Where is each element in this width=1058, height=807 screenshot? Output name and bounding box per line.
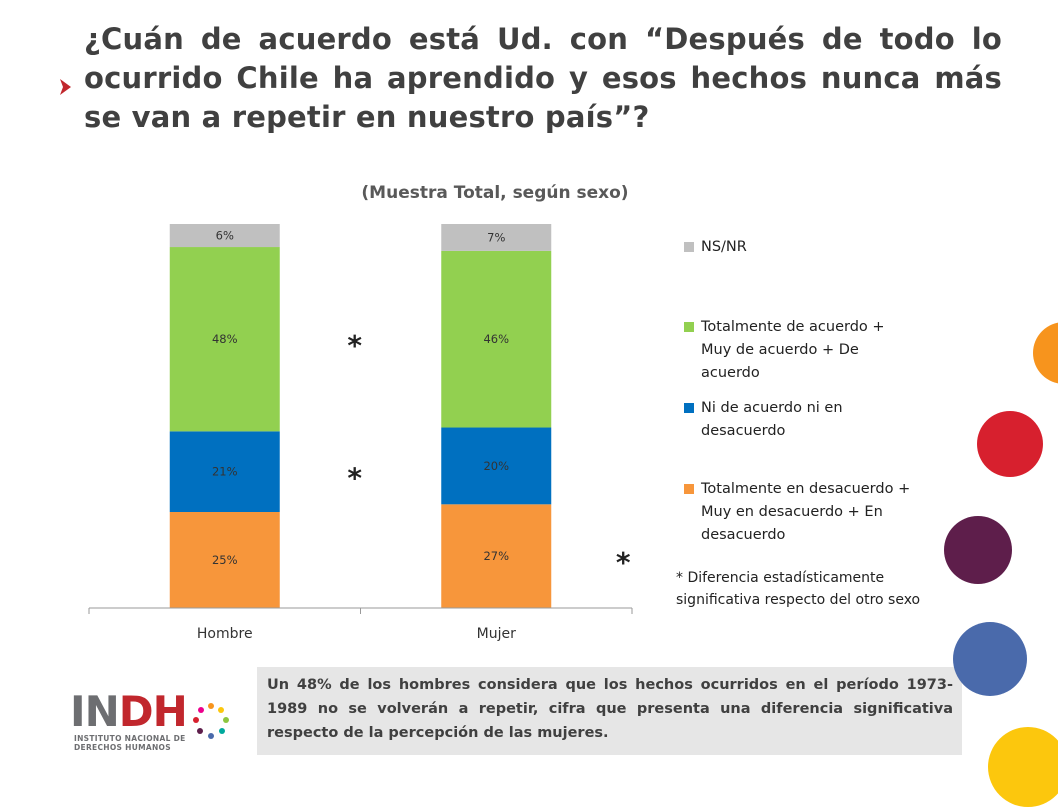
decorative-purple-circle bbox=[944, 516, 1012, 584]
data-label: 27% bbox=[483, 549, 509, 563]
data-label: 20% bbox=[483, 459, 509, 473]
legend-label-line: acuerdo bbox=[701, 365, 760, 381]
indh-logo: INDH INSTITUTO NACIONAL DE DERECHOS HUMA… bbox=[70, 690, 230, 760]
bar-segment-hombre-1 bbox=[169, 431, 280, 512]
summary-box: Un 48% de los hombres considera que los … bbox=[257, 667, 962, 755]
data-label: 21% bbox=[212, 465, 238, 479]
legend-label-acuerdo: Totalmente de acuerdo + Muy de acuerdo +… bbox=[701, 316, 931, 385]
legend-swatch-ni bbox=[684, 403, 694, 413]
significance-star: * bbox=[616, 546, 631, 579]
decorative-blue-circle bbox=[953, 622, 1027, 696]
footnote-line: significativa respecto del otro sexo bbox=[676, 592, 921, 608]
logo-wordmark: INDH bbox=[70, 687, 188, 736]
chart-title: (Muestra Total, según sexo) bbox=[361, 183, 629, 203]
footnote-line: * Diferencia estadísticamente bbox=[676, 570, 885, 586]
page-title: ¿Cuán de acuerdo está Ud. con “Después d… bbox=[84, 22, 1002, 134]
bar-segment-mujer-1 bbox=[441, 427, 552, 505]
x-tick-label: Hombre bbox=[197, 626, 253, 642]
bar-segment-hombre-3 bbox=[169, 224, 280, 248]
legend-swatch-nsnr bbox=[684, 242, 694, 252]
data-label: 48% bbox=[212, 332, 238, 346]
legend-label-nsnr: NS/NR bbox=[701, 236, 931, 259]
legend-label-ni: Ni de acuerdo ni en desacuerdo bbox=[701, 397, 931, 443]
legend-label-line: Muy de acuerdo + De bbox=[701, 342, 859, 358]
legend-label-line: Totalmente en desacuerdo + bbox=[701, 481, 911, 497]
logo-dots-icon bbox=[193, 703, 229, 739]
logo-subtitle: INSTITUTO NACIONAL DE DERECHOS HUMANOS bbox=[74, 734, 186, 752]
legend-label-line: NS/NR bbox=[701, 239, 747, 255]
legend-swatch-acuerdo bbox=[684, 322, 694, 332]
significance-footnote: * Diferencia estadísticamente significat… bbox=[676, 567, 946, 611]
significance-star: * bbox=[347, 462, 362, 495]
bar-segment-hombre-2 bbox=[169, 247, 280, 432]
data-label: 7% bbox=[487, 230, 505, 244]
bar-segment-mujer-3 bbox=[441, 224, 552, 251]
legend-label-line: Totalmente de acuerdo + bbox=[701, 319, 885, 335]
data-label: 25% bbox=[212, 553, 238, 567]
legend-swatch-desacuerdo bbox=[684, 484, 694, 494]
legend-label-desacuerdo: Totalmente en desacuerdo + Muy en desacu… bbox=[701, 478, 931, 547]
x-tick-label: Mujer bbox=[477, 626, 516, 642]
data-label: 6% bbox=[216, 229, 234, 243]
decorative-red-circle bbox=[977, 411, 1043, 477]
legend-label-line: desacuerdo bbox=[701, 423, 786, 439]
bar-segment-hombre-0 bbox=[169, 512, 280, 608]
significance-star: * bbox=[347, 329, 362, 362]
legend-label-line: desacuerdo bbox=[701, 527, 786, 543]
legend-label-line: Ni de acuerdo ni en bbox=[701, 400, 843, 416]
bar-segment-mujer-0 bbox=[441, 504, 552, 608]
legend-label-line: Muy en desacuerdo + En bbox=[701, 504, 883, 520]
decorative-yellow-circle bbox=[988, 727, 1058, 807]
bar-segment-mujer-2 bbox=[441, 250, 552, 428]
title-chevron-icon bbox=[60, 79, 71, 95]
data-label: 46% bbox=[483, 332, 509, 346]
